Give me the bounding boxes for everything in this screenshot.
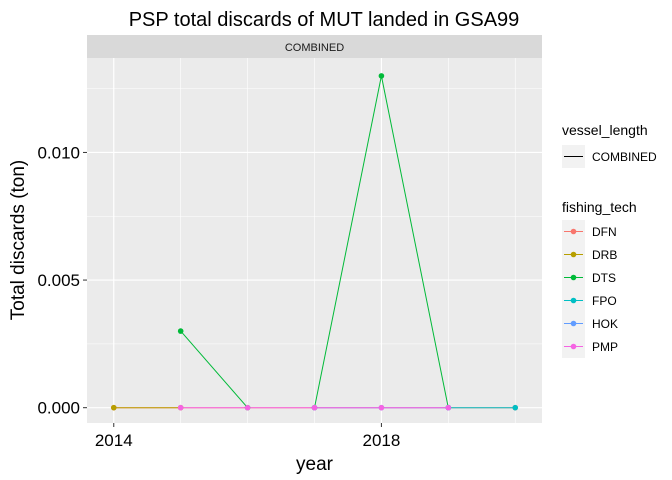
data-point-pmp bbox=[378, 404, 385, 411]
data-point-pmp bbox=[244, 404, 251, 411]
y-tick-label: 0.010 bbox=[37, 143, 80, 162]
data-point-dts bbox=[177, 328, 184, 334]
legend-vessel-title: vessel_length bbox=[562, 122, 648, 138]
legend-label-pmp: PMP bbox=[592, 340, 618, 354]
legend-vessel-label: COMBINED bbox=[592, 150, 657, 164]
y-tick-label: 0.005 bbox=[37, 271, 80, 290]
y-tick-label: 0.000 bbox=[37, 399, 80, 418]
data-point-pmp bbox=[311, 404, 318, 411]
legend-point-dfn bbox=[570, 228, 577, 235]
chart-title: PSP total discards of MUT landed in GSA9… bbox=[129, 9, 520, 31]
legend-tech-items: DFN DRB DTS FPO HOK PMP bbox=[562, 220, 618, 358]
legend-point-pmp bbox=[570, 343, 577, 350]
x-tick-label: 2014 bbox=[95, 431, 133, 450]
legend-tech-title: fishing_tech bbox=[562, 199, 637, 215]
x-tick-label: 2018 bbox=[362, 431, 400, 450]
facet-strip-label: COMBINED bbox=[285, 42, 344, 54]
legend-label-fpo: FPO bbox=[592, 294, 617, 308]
x-axis-ticks: 2014 2018 bbox=[95, 423, 400, 450]
data-point-fpo bbox=[512, 404, 519, 411]
legend-point-fpo bbox=[570, 297, 577, 304]
data-point-pmp bbox=[177, 404, 184, 411]
data-point-pmp bbox=[445, 404, 452, 411]
data-point-drb bbox=[110, 404, 117, 411]
facet-strip bbox=[87, 35, 542, 58]
series-layer bbox=[110, 73, 519, 411]
data-point-dts bbox=[378, 73, 385, 79]
legend-label-dts: DTS bbox=[592, 271, 616, 285]
x-axis-title: year bbox=[296, 454, 334, 475]
legend-point-hok bbox=[570, 320, 577, 327]
legend-point-drb bbox=[570, 251, 577, 258]
legend: vessel_length COMBINED fishing_tech DFND… bbox=[562, 122, 657, 358]
y-axis-ticks: 0.000 0.005 0.010 bbox=[37, 143, 87, 418]
legend-label-hok: HOK bbox=[592, 317, 618, 331]
y-axis-title: Total discards (ton) bbox=[8, 160, 29, 321]
legend-label-dfn: DFN bbox=[592, 225, 617, 239]
legend-point-dts bbox=[570, 274, 577, 281]
legend-label-drb: DRB bbox=[592, 248, 617, 262]
series-line-dts bbox=[180, 330, 248, 409]
